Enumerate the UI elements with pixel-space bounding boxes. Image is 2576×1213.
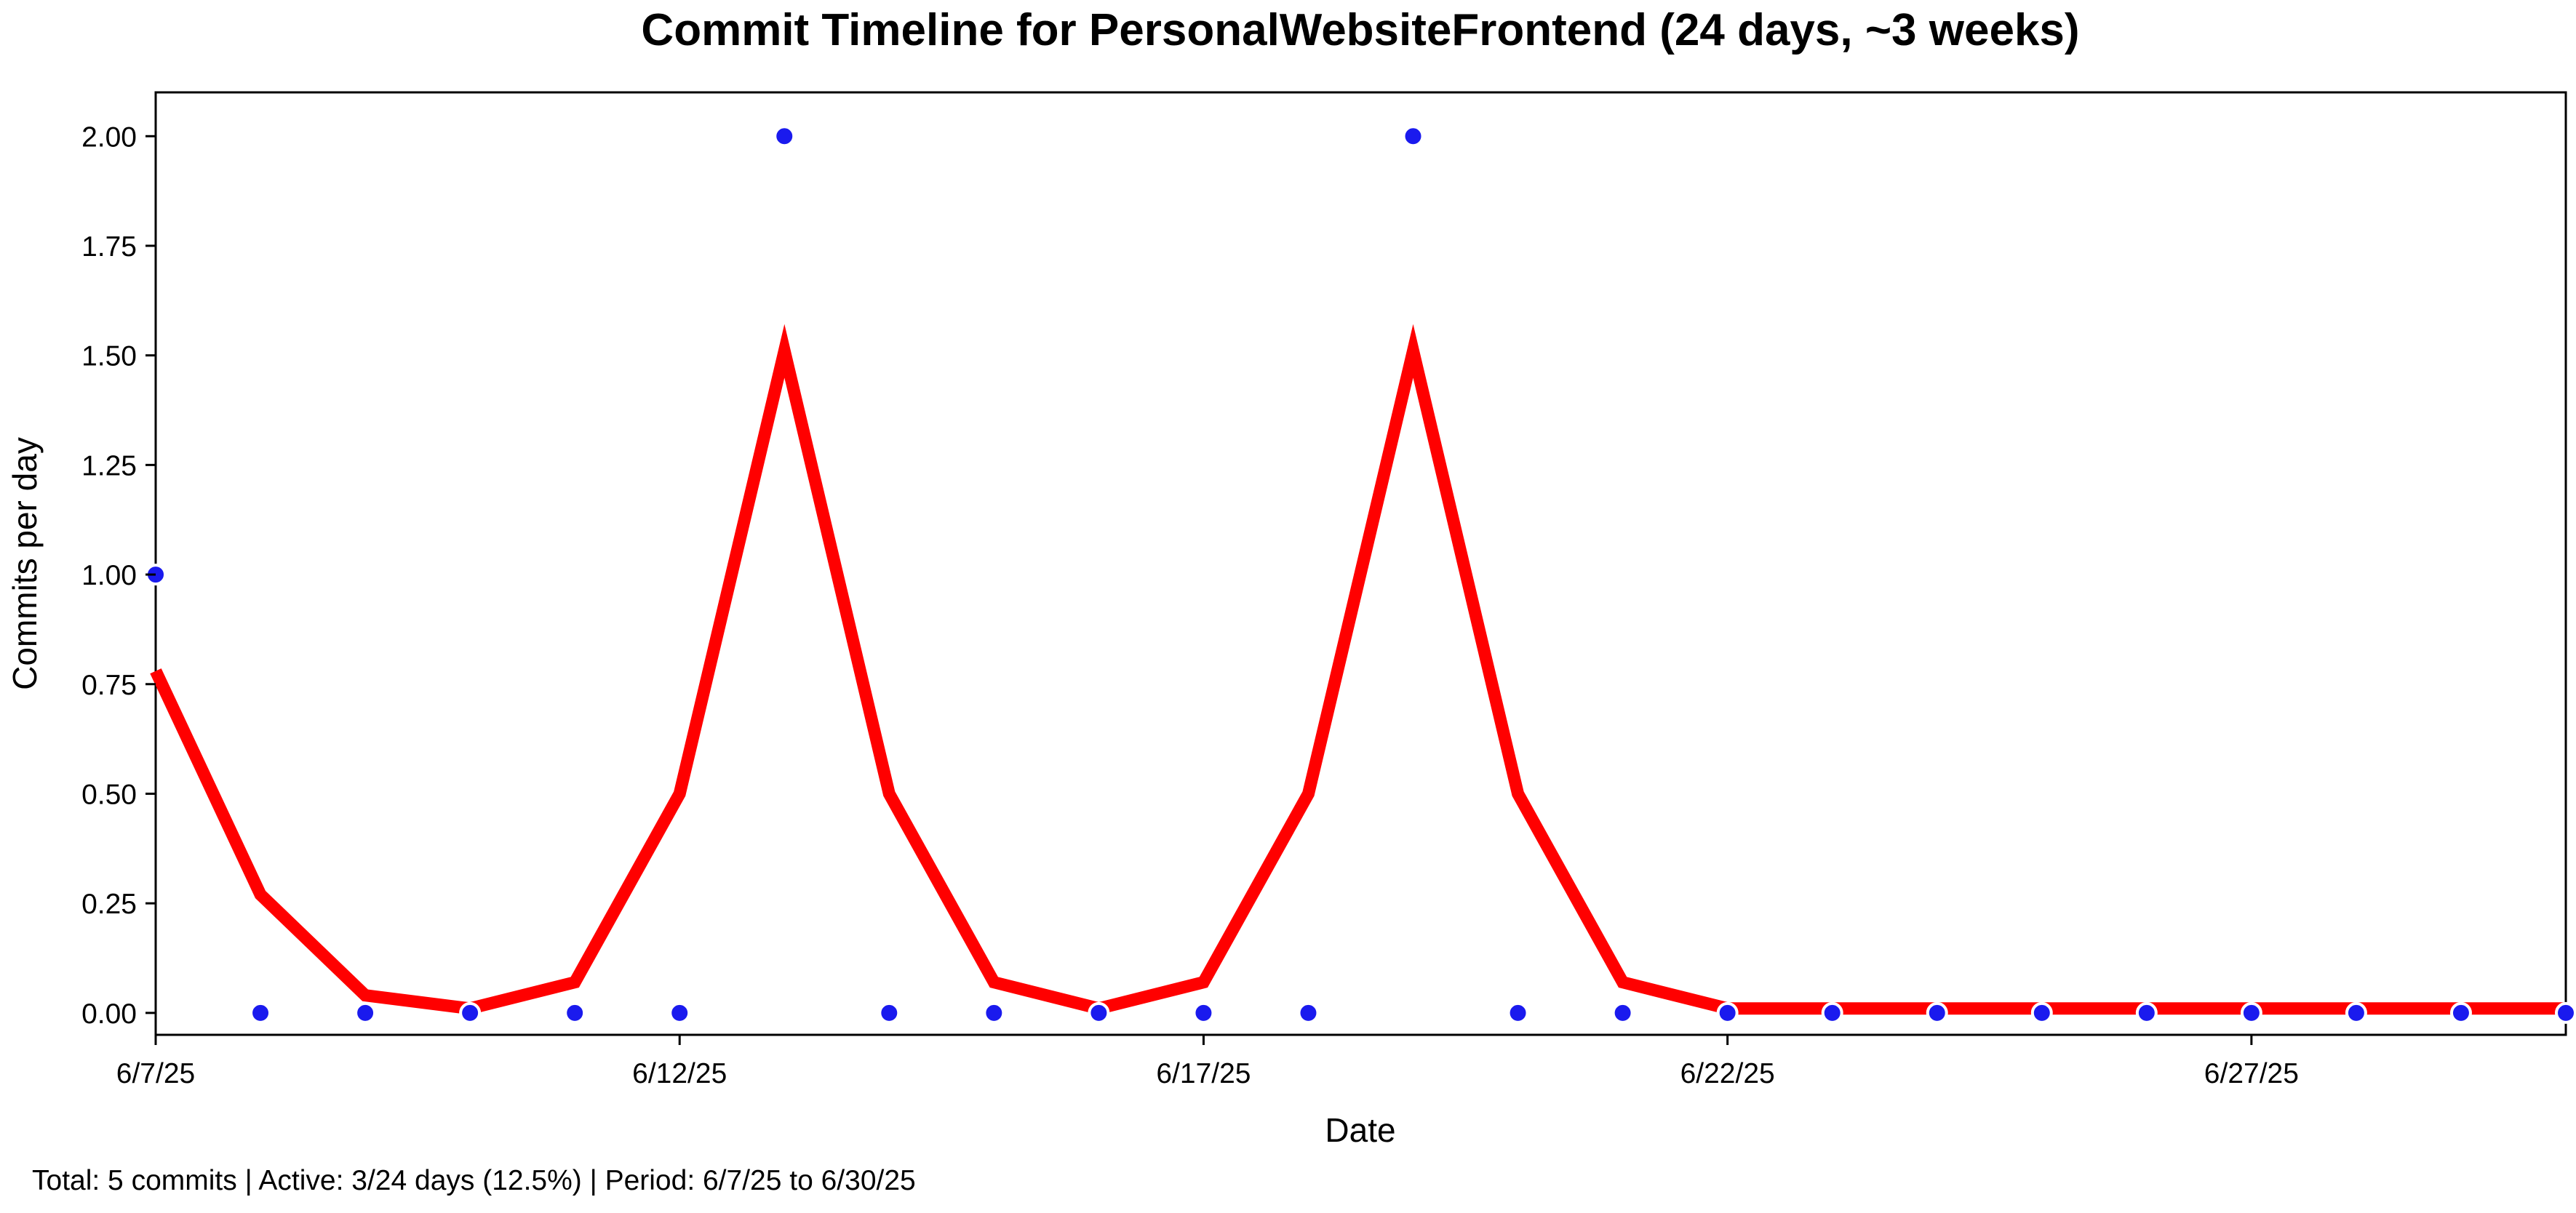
y-axis: 0.00 0.25 0.50 0.75 1.00 1.25 1.50 1.75 2.00 [81, 121, 156, 1030]
commit-point [1507, 1001, 1529, 1024]
y-tick-label: 0.00 [81, 998, 137, 1030]
commit-point [2345, 1001, 2367, 1024]
commit-point [1297, 1001, 1320, 1024]
commit-point [1716, 1001, 1739, 1024]
commit-point [2240, 1001, 2262, 1024]
commit-point [354, 1001, 377, 1024]
commit-point [2555, 1001, 2576, 1024]
y-tick-label: 0.50 [81, 779, 137, 810]
commit-point [1192, 1001, 1215, 1024]
commit-point [983, 1001, 1005, 1024]
y-tick-label: 2.00 [81, 121, 137, 153]
commit-point [2030, 1001, 2053, 1024]
y-tick-label: 1.75 [81, 231, 137, 263]
commit-point [1821, 1001, 1843, 1024]
smoothed-line-layer [150, 324, 2566, 1015]
commit-point [878, 1001, 901, 1024]
commit-point [669, 1001, 691, 1024]
x-tick-label: 6/27/25 [2204, 1058, 2299, 1089]
x-tick-label: 6/12/25 [632, 1058, 727, 1089]
summary-footer: Total: 5 commits | Active: 3/24 days (12… [32, 1165, 916, 1196]
y-tick-label: 1.50 [81, 341, 137, 372]
commit-point [250, 1001, 272, 1024]
x-tick-label: 6/22/25 [1680, 1058, 1775, 1089]
y-axis-label: Commits per day [6, 437, 44, 690]
smoothed-commit-line [150, 324, 2566, 1015]
y-tick-label: 0.25 [81, 889, 137, 920]
plot-frame [154, 91, 2567, 1036]
commit-points-layer [145, 125, 2576, 1024]
commit-point [2135, 1001, 2158, 1024]
commit-point [2449, 1001, 2472, 1024]
x-axis: 6/7/25 6/12/25 6/17/25 6/22/25 6/27/25 [116, 1035, 2299, 1089]
y-tick-label: 1.00 [81, 560, 137, 591]
commit-point [564, 1001, 586, 1024]
x-axis-label: Date [1325, 1111, 1395, 1149]
chart-title: Commit Timeline for PersonalWebsiteFront… [641, 5, 2079, 55]
commit-point [1088, 1001, 1110, 1024]
commit-point [773, 125, 796, 148]
x-tick-label: 6/17/25 [1156, 1058, 1251, 1089]
commit-point [1402, 125, 1424, 148]
plot-area [145, 91, 2576, 1036]
x-tick-label: 6/7/25 [116, 1058, 195, 1089]
y-tick-label: 1.25 [81, 450, 137, 481]
commit-point [459, 1001, 482, 1024]
commit-point [1611, 1001, 1634, 1024]
y-tick-label: 0.75 [81, 670, 137, 701]
commit-point [1926, 1001, 1948, 1024]
